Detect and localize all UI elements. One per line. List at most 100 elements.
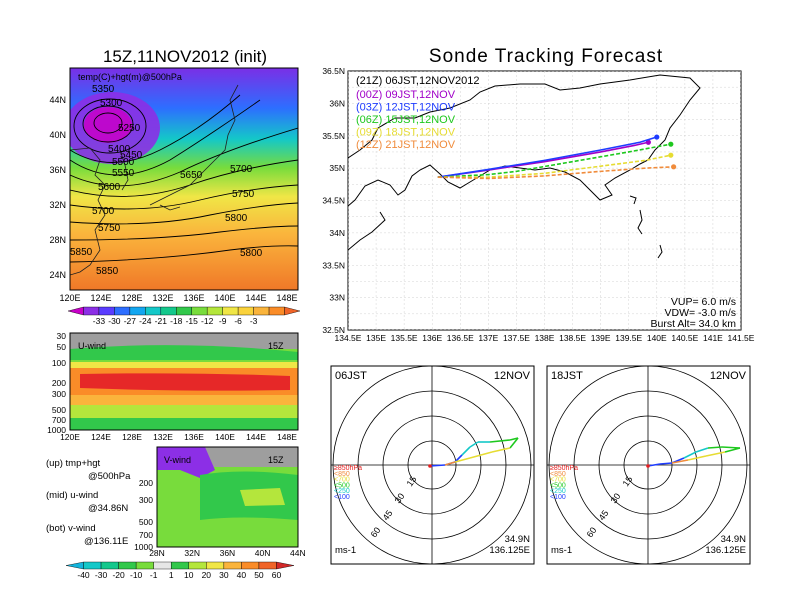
colorbar-tick: -27 — [124, 316, 137, 326]
hodograph-segment — [659, 462, 673, 465]
map500-lon-tick: 148E — [276, 293, 297, 303]
wind-colorbar-tick: -40 — [77, 570, 90, 580]
colorbar-swatch — [237, 306, 254, 316]
wind-colorbar-swatch — [171, 561, 189, 570]
legend-entry: (09Z) 18JST,12NOV — [356, 127, 456, 139]
colorbar-tick: -24 — [139, 316, 152, 326]
map500-lat-tick: 28N — [49, 235, 66, 245]
wind-colorbar-swatch — [276, 561, 295, 570]
hodograph-segment — [444, 461, 456, 466]
contour-label: 5650 — [180, 170, 203, 181]
uwind-x-tick: 148E — [277, 432, 297, 442]
track-y-tick: 36N — [329, 98, 345, 108]
polar-lon: 136.125E — [705, 545, 746, 556]
colorbar-tick: -6 — [234, 316, 242, 326]
track-y-tick: 36.5N — [322, 66, 345, 76]
track-y-tick: 34N — [329, 228, 345, 238]
polar-unit: ms-1 — [551, 545, 572, 556]
wind-colorbar-tick: 40 — [237, 570, 247, 580]
polar-lat: 34.9N — [721, 534, 746, 545]
panel-notes: (up) tmp+hgt @500hPa (mid) u-wind @34.86N (b… — [46, 458, 131, 547]
legend-entry: (12Z) 21JST,12NOV — [356, 139, 456, 151]
landing-point — [654, 134, 660, 140]
colorbar-swatch — [253, 306, 270, 316]
vwind-panel: V-wind 15Z 200 300 500 700 1000 28N 32N 36N 40N… — [134, 446, 306, 558]
polar-lat: 34.9N — [505, 534, 530, 545]
uwind-y-tick: 50 — [57, 342, 67, 352]
polar-level-label: <700 — [550, 477, 566, 484]
polar-ring-label: 60 — [369, 525, 383, 539]
contour-label: 5250 — [118, 123, 141, 134]
wind-colorbar-swatch — [258, 561, 277, 570]
polar-time: 18JST — [551, 370, 583, 382]
polar-level-label: <100 — [334, 494, 350, 501]
polar-level-label: <850 — [550, 471, 566, 478]
wind-colorbar-tick: 20 — [202, 570, 212, 580]
tracking-panel: 134.5E 135E 135.5E 136E 136.5E 137E 137.5E 138E… — [322, 66, 754, 343]
track-x-tick: 136E — [422, 333, 442, 343]
uwind-x-tick: 128E — [122, 432, 142, 442]
vwind-y-tick: 500 — [139, 517, 153, 527]
colorbar-swatch — [98, 306, 115, 316]
contour-label: 5450 — [120, 150, 143, 161]
legend-entry: (03Z) 12JST,12NOV — [356, 102, 456, 114]
uwind-x-tick: 136E — [184, 432, 204, 442]
track-annotation: VDW= -3.0 m/s — [665, 307, 736, 319]
track-y-tick: 33.5N — [322, 260, 345, 270]
note-line: @136.11E — [84, 536, 128, 547]
hodograph-segment — [461, 446, 471, 456]
hodograph-segment — [429, 464, 446, 467]
colorbar-swatch — [129, 306, 146, 316]
wind-colorbar-tick: 1 — [169, 570, 174, 580]
hodograph-segment — [687, 455, 707, 461]
polar-ring-label: 45 — [597, 508, 611, 522]
hodograph-segment — [695, 447, 709, 453]
note-line: @500hPa — [88, 471, 131, 482]
colorbar-tick: -3 — [250, 316, 258, 326]
hodograph-segment — [454, 454, 463, 463]
polar-panel: 15 30 45 60 18JST 12NOV ≥850hPa<850<700<500<25… — [546, 365, 751, 565]
polar-date: 12NOV — [710, 370, 747, 382]
polar-time: 06JST — [335, 370, 367, 382]
hodograph-segment — [509, 437, 519, 449]
cold-core-inner — [84, 107, 132, 143]
vwind-x-tick: 44N — [290, 548, 306, 558]
track-x-tick: 138.5E — [559, 333, 586, 343]
wind-colorbar-swatch — [65, 561, 84, 570]
contour-label: 5750 — [98, 223, 121, 234]
vwind-label: V-wind — [164, 455, 191, 465]
wind-colorbar-tick: -10 — [130, 570, 143, 580]
colorbar-swatch — [67, 306, 84, 316]
legend-header: (21Z) 06JST,12NOV2012 — [356, 75, 480, 87]
map500-lon-tick: 124E — [90, 293, 111, 303]
contour-label: 5400 — [108, 144, 131, 155]
polar-level-label: <500 — [550, 482, 566, 489]
uwind-y-tick: 700 — [52, 415, 66, 425]
note-line: (up) tmp+hgt — [46, 458, 100, 469]
colorbar-swatch — [114, 306, 131, 316]
contour-label: 5600 — [98, 182, 121, 193]
contour-label: 5550 — [112, 168, 135, 179]
vwind-y-tick: 300 — [139, 495, 153, 505]
note-line: (bot) v-wind — [46, 523, 96, 534]
landing-point — [668, 141, 674, 147]
map500-lat-tick: 24N — [49, 270, 66, 280]
trajectory-line — [437, 136, 658, 178]
track-y-tick: 34.5N — [322, 196, 345, 206]
hodograph-segment — [647, 463, 661, 467]
uwind-y-tick: 30 — [57, 331, 67, 341]
colorbar-swatch — [284, 306, 301, 316]
map500-lat-tick: 36N — [49, 165, 66, 175]
polar-ring-label: 15 — [405, 474, 419, 488]
contour-label: 5300 — [100, 98, 123, 109]
vwind-y-tick: 1000 — [134, 542, 153, 552]
wind-colorbar-swatch — [206, 561, 225, 570]
track-y-tick: 32.5N — [322, 325, 345, 335]
note-line: (mid) u-wind — [46, 490, 98, 501]
hodograph-segment — [509, 437, 519, 441]
map500-lon-tick: 132E — [152, 293, 173, 303]
polar-level-label: <850 — [334, 471, 350, 478]
uwind-x-tick: 120E — [60, 432, 80, 442]
hodograph-segment — [671, 459, 689, 464]
